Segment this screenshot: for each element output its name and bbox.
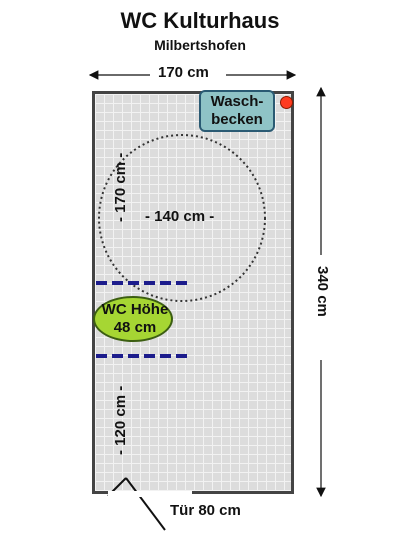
page-subtitle: Milbertshofen — [154, 37, 246, 53]
door-label: Tür 80 cm — [170, 502, 241, 519]
door-opening — [108, 491, 192, 497]
sink-label-line2: becken — [211, 111, 263, 128]
sink-label-line1: Wasch- — [210, 93, 264, 110]
front-clearance-label: - 120 cm - — [112, 385, 129, 455]
sink-label: Wasch- becken — [199, 93, 275, 129]
circle-diameter-label: - 140 cm - — [145, 208, 215, 225]
width-label: 170 cm — [158, 64, 209, 81]
circle-vertical-label: - 170 cm - — [112, 152, 129, 222]
turning-circle — [98, 134, 266, 302]
wc-label-line1: WC Höhe — [101, 301, 169, 318]
wc-ellipse — [93, 296, 173, 342]
room-floor — [92, 91, 294, 494]
wc-label: WC Höhe 48 cm — [90, 301, 180, 337]
page-title: WC Kulturhaus — [120, 8, 280, 33]
sink-box — [199, 90, 275, 132]
wc-label-line2: 48 cm — [113, 319, 157, 336]
sink-dot — [280, 96, 293, 109]
door-leaf-2 — [125, 477, 166, 531]
